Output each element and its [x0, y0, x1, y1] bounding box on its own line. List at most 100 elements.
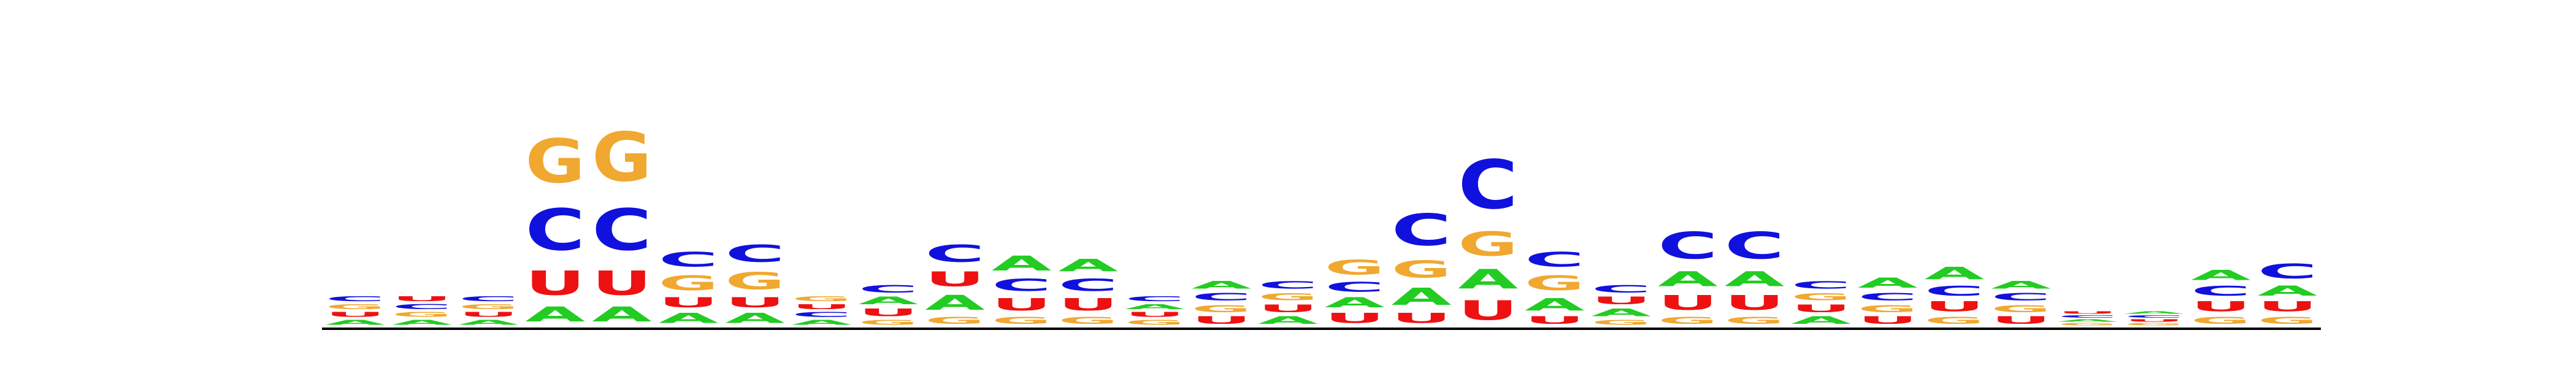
logo-letter-c-pos-12: C — [1058, 275, 1118, 295]
logo-letter-a-pos-9: A — [858, 295, 918, 307]
logo-letter-a-pos-22: A — [1725, 267, 1785, 291]
logo-letter-c-pos-6: C — [659, 248, 719, 271]
logo-letter-c-pos-20: C — [1591, 283, 1651, 295]
logo-letter-c-pos-13: C — [1125, 295, 1185, 303]
logo-letter-a-pos-19: A — [1525, 295, 1585, 315]
logo-letter-u-pos-28: U — [2125, 318, 2185, 322]
logo-letter-c-pos-4: C — [525, 197, 585, 263]
logo-letter-a-pos-7: A — [725, 311, 785, 326]
logo-letter-a-pos-29: A — [2191, 267, 2251, 283]
logo-letter-g-pos-15: G — [1258, 291, 1318, 303]
logo-letter-g-pos-11: G — [992, 315, 1052, 326]
logo-letter-g-pos-4: G — [525, 126, 585, 196]
logo-letter-c-pos-30: C — [2258, 259, 2318, 283]
logo-letter-g-pos-16: G — [1325, 256, 1385, 279]
logo-letter-u-pos-10: U — [925, 267, 985, 291]
logo-letter-c-pos-9: C — [858, 283, 918, 295]
logo-letter-g-pos-25: G — [1925, 315, 1985, 326]
logo-letter-c-pos-5: C — [592, 197, 652, 263]
logo-letter-c-pos-19: C — [1525, 248, 1585, 271]
logo-letter-g-pos-30: G — [2258, 315, 2318, 326]
logo-letter-a-pos-30: A — [2258, 283, 2318, 299]
logo-letter-a-pos-11: A — [992, 251, 1052, 275]
logo-letter-g-pos-29: G — [2191, 315, 2251, 326]
logo-letter-a-pos-24: A — [1858, 275, 1918, 291]
logo-letter-g-pos-5: G — [592, 118, 652, 196]
logo-letter-a-pos-15: A — [1258, 315, 1318, 326]
logo-letter-u-pos-26: U — [1991, 315, 2051, 326]
logo-letter-g-pos-2: G — [392, 310, 452, 318]
logo-letter-u-pos-24: U — [1858, 315, 1918, 326]
logo-letter-g-pos-27: G — [2058, 323, 2118, 326]
logo-letter-g-pos-13: G — [1125, 318, 1185, 326]
logo-letter-c-pos-3: C — [459, 295, 519, 303]
logo-letter-a-pos-4: A — [525, 303, 585, 326]
logo-letter-a-pos-25: A — [1925, 264, 1985, 283]
logo-letter-g-pos-10: G — [925, 315, 985, 326]
logo-letter-g-pos-14: G — [1192, 303, 1252, 315]
logo-letter-g-pos-20: G — [1591, 318, 1651, 326]
logo-letter-a-pos-23: A — [1791, 315, 1851, 326]
logo-letter-a-pos-6: A — [659, 311, 719, 326]
logo-letter-g-pos-9: G — [858, 318, 918, 326]
logo-letter-g-pos-1: G — [325, 303, 385, 311]
logo-letter-c-pos-18: C — [1458, 146, 1518, 224]
logo-letter-g-pos-8: G — [792, 295, 852, 303]
logo-letter-u-pos-9: U — [858, 307, 918, 318]
logo-letter-a-pos-16: A — [1325, 295, 1385, 310]
logo-letter-u-pos-11: U — [992, 295, 1052, 315]
logo-letter-u-pos-23: U — [1791, 303, 1851, 315]
logo-letter-c-pos-15: C — [1258, 279, 1318, 291]
logo-letter-a-pos-20: A — [1591, 307, 1651, 318]
logo-letter-c-pos-24: C — [1858, 291, 1918, 303]
logo-letter-c-pos-16: C — [1325, 279, 1385, 295]
logo-letter-g-pos-3: G — [459, 303, 519, 311]
logo-letter-g-pos-24: G — [1858, 303, 1918, 315]
logo-letter-u-pos-16: U — [1325, 311, 1385, 326]
logo-letter-a-pos-12: A — [1058, 256, 1118, 275]
logo-letter-u-pos-2: U — [392, 295, 452, 303]
logo-letter-c-pos-7: C — [725, 240, 785, 268]
logo-letter-u-pos-19: U — [1525, 315, 1585, 326]
logo-letter-u-pos-17: U — [1392, 311, 1452, 326]
logo-letter-u-pos-15: U — [1258, 303, 1318, 315]
logo-letter-u-pos-6: U — [659, 295, 719, 310]
logo-letter-c-pos-28: C — [2125, 315, 2185, 318]
logo-letter-u-pos-18: U — [1458, 295, 1518, 326]
logo-letter-a-pos-1: A — [325, 318, 385, 326]
logo-letter-u-pos-5: U — [592, 264, 652, 303]
logo-letter-u-pos-7: U — [725, 295, 785, 310]
logo-letter-u-pos-4: U — [525, 264, 585, 303]
logo-letter-c-pos-17: C — [1392, 205, 1452, 256]
logo-letter-c-pos-26: C — [1991, 291, 2051, 303]
logo-letter-c-pos-27: C — [2058, 315, 2118, 318]
logo-letter-c-pos-11: C — [992, 275, 1052, 295]
logo-letter-u-pos-30: U — [2258, 299, 2318, 315]
logo-letter-u-pos-22: U — [1725, 291, 1785, 314]
logo-letter-u-pos-20: U — [1591, 295, 1651, 307]
logo-letter-c-pos-14: C — [1192, 291, 1252, 303]
logo-letter-u-pos-25: U — [1925, 299, 1985, 315]
logo-letter-a-pos-21: A — [1658, 267, 1718, 291]
logo-letter-g-pos-17: G — [1392, 256, 1452, 283]
logo-letter-u-pos-3: U — [459, 311, 519, 319]
logo-letter-u-pos-21: U — [1658, 291, 1718, 314]
logo-letter-c-pos-29: C — [2191, 283, 2251, 299]
logo-letter-c-pos-8: C — [792, 311, 852, 319]
logo-letter-c-pos-23: C — [1791, 279, 1851, 291]
logo-letter-a-pos-17: A — [1392, 283, 1452, 311]
logo-letter-a-pos-3: A — [459, 318, 519, 326]
logo-letter-g-pos-21: G — [1658, 315, 1718, 326]
logo-letter-g-pos-18: G — [1458, 224, 1518, 264]
logo-letter-u-pos-29: U — [2191, 299, 2251, 315]
logo-letter-a-pos-2: A — [392, 318, 452, 326]
logo-letter-g-pos-23: G — [1791, 291, 1851, 303]
logo-letter-u-pos-1: U — [325, 311, 385, 319]
logo-letter-u-pos-14: U — [1192, 315, 1252, 326]
logo-letter-g-pos-28: G — [2125, 323, 2185, 326]
logo-letter-g-pos-19: G — [1525, 271, 1585, 294]
logo-letter-u-pos-12: U — [1058, 295, 1118, 315]
logo-letter-g-pos-22: G — [1725, 315, 1785, 326]
logo-letter-c-pos-1: C — [325, 295, 385, 303]
